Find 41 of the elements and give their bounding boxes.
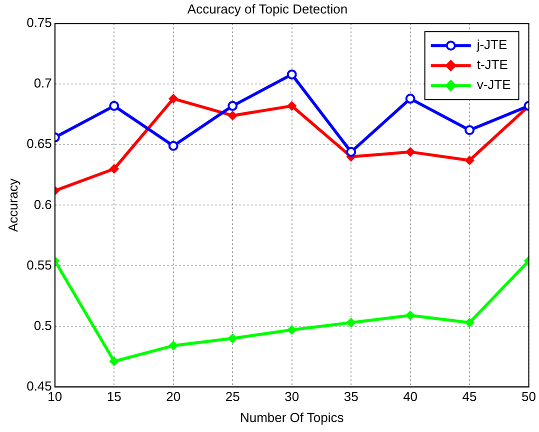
y-tick-label: 0.65 bbox=[26, 136, 52, 152]
point bbox=[286, 69, 297, 80]
legend-label: v-JTE bbox=[476, 77, 512, 92]
x-axis-title: Number Of Topics bbox=[240, 410, 344, 425]
x-tick-label: 40 bbox=[403, 389, 418, 404]
y-tick-label: 0.75 bbox=[26, 15, 52, 30]
x-tick-label: 30 bbox=[284, 389, 300, 404]
x-tick-label: 25 bbox=[225, 389, 240, 404]
point bbox=[168, 94, 178, 104]
x-tick-label: 15 bbox=[106, 389, 122, 404]
point bbox=[287, 101, 296, 110]
y-tick-label: 0.55 bbox=[26, 257, 52, 272]
point bbox=[110, 356, 119, 366]
point bbox=[406, 310, 415, 320]
chart-title: Accuracy of Topic Detection bbox=[187, 1, 348, 16]
point bbox=[405, 94, 416, 104]
x-tick-label: 50 bbox=[522, 389, 536, 404]
point bbox=[168, 140, 178, 151]
legend-label: t-JTE bbox=[476, 57, 508, 72]
x-tick-label: 45 bbox=[462, 389, 477, 404]
point bbox=[464, 125, 475, 136]
point bbox=[228, 100, 238, 111]
legend-label: j-JTE bbox=[476, 37, 508, 52]
point bbox=[346, 146, 356, 157]
point bbox=[465, 318, 474, 328]
point bbox=[228, 111, 238, 120]
y-axis-title: Accuracy bbox=[5, 178, 20, 232]
x-tick-label: 20 bbox=[166, 389, 181, 404]
point bbox=[287, 325, 296, 334]
y-tick-label: 0.7 bbox=[34, 76, 52, 91]
point bbox=[406, 147, 415, 156]
point bbox=[168, 341, 178, 350]
point bbox=[110, 164, 119, 174]
point bbox=[465, 156, 474, 165]
point bbox=[346, 318, 356, 328]
y-tick-label: 0.5 bbox=[34, 318, 52, 333]
point bbox=[109, 100, 120, 111]
point bbox=[228, 334, 238, 343]
y-tick-label: 0.45 bbox=[26, 378, 52, 394]
y-tick-label: 0.6 bbox=[34, 196, 52, 212]
x-tick-label: 35 bbox=[344, 389, 358, 404]
